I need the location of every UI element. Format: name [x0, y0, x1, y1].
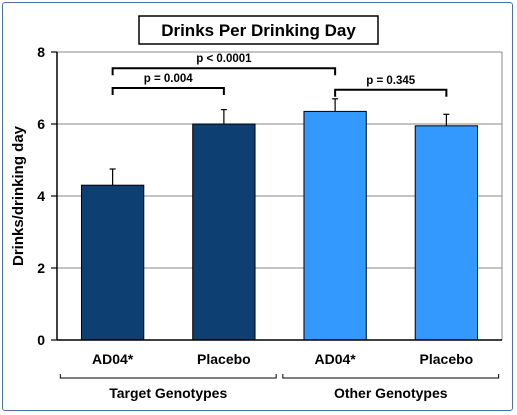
chart-title-box: [138, 15, 379, 45]
bar: [80, 184, 145, 341]
group-label: Target Genotypes: [109, 385, 227, 401]
category-label: AD04*: [92, 351, 134, 367]
p-value-label: p < 0.0001: [196, 53, 252, 65]
group-bracket: [282, 374, 500, 379]
bars: [80, 110, 479, 341]
category-label: Placebo: [420, 351, 474, 367]
y-tick-label: 4: [37, 188, 45, 204]
bar: [192, 123, 256, 341]
y-tick-labels: 0 2 4 6 8: [37, 44, 45, 348]
bar: [414, 125, 479, 341]
y-tick-label: 2: [37, 260, 45, 276]
error-bars: [109, 98, 450, 186]
group-labels: Target Genotypes Other Genotypes: [59, 374, 500, 401]
p-value-label: p = 0.345: [366, 75, 416, 87]
axes: [51, 51, 502, 341]
significance-bracket: [111, 67, 337, 76]
category-label: AD04*: [315, 351, 357, 367]
group-bracket: [59, 374, 277, 379]
category-labels: AD04* Placebo AD04* Placebo: [92, 351, 473, 367]
significance-bracket: [111, 87, 225, 95]
y-axis-label: Drinks/drinking day: [10, 125, 27, 266]
y-tick-label: 0: [37, 332, 45, 348]
significance-bracket: [334, 88, 448, 97]
chart-title: Drinks Per Drinking Day: [161, 21, 356, 40]
p-value-label: p = 0.004: [144, 73, 194, 85]
category-label: Placebo: [197, 351, 251, 367]
group-label: Other Genotypes: [334, 385, 448, 401]
y-tick-label: 8: [37, 44, 45, 60]
y-tick-label: 6: [37, 116, 45, 132]
bar: [303, 110, 367, 341]
